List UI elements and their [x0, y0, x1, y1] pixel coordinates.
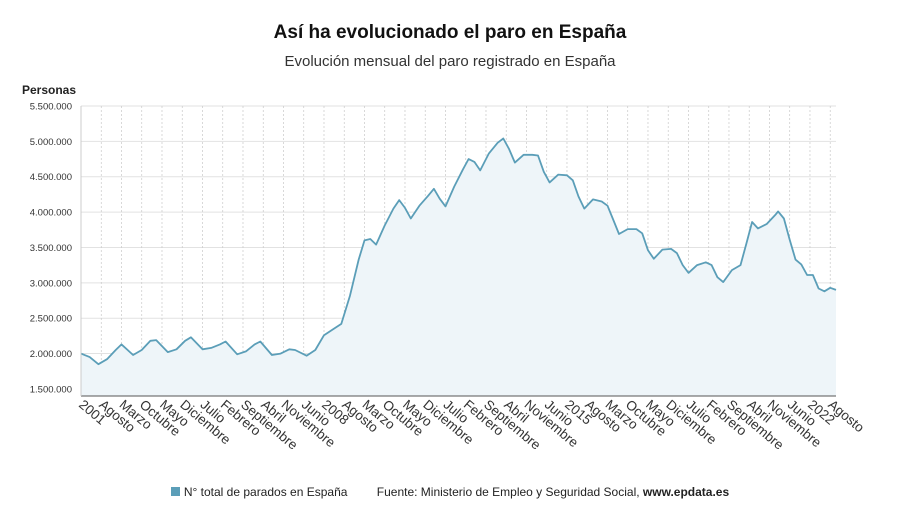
y-tick-label: 3.000.000 [30, 278, 72, 289]
y-tick-label: 4.000.000 [30, 208, 72, 219]
series-line [80, 137, 837, 366]
chart-footer: N° total de parados en España Fuente: Mi… [0, 485, 900, 499]
legend-item: N° total de parados en España [170, 485, 351, 499]
y-tick-label: 2.500.000 [30, 314, 72, 325]
source-link[interactable]: www.epdata.es [642, 485, 730, 499]
y-tick-label: 1.500.000 [30, 384, 72, 395]
y-tick-label: 5.500.000 [30, 102, 72, 113]
y-axis: 1.500.000 2.000.000 2.500.000 3.000.000 3.50… [30, 102, 836, 397]
y-axis-label: Personas [22, 83, 77, 97]
plot-area [80, 137, 837, 396]
y-tick-label: 4.500.000 [30, 172, 72, 183]
source-text: Fuente: Ministerio de Empleo y Seguridad… [376, 485, 643, 499]
legend-label: N° total de parados en España [183, 485, 348, 499]
y-tick-label: 2.000.000 [30, 349, 72, 360]
y-tick-label: 5.000.000 [30, 137, 72, 148]
chart-subtitle: Evolución mensual del paro registrado en… [284, 53, 616, 70]
x-axis: 2001AgostoMarzoOctubreMayoDiciembreJulio… [76, 397, 867, 453]
legend-swatch [170, 487, 180, 496]
series-area [81, 138, 836, 396]
y-tick-label: 3.500.000 [30, 243, 72, 254]
chart-title: Así ha evolucionado el paro en España [273, 22, 627, 43]
